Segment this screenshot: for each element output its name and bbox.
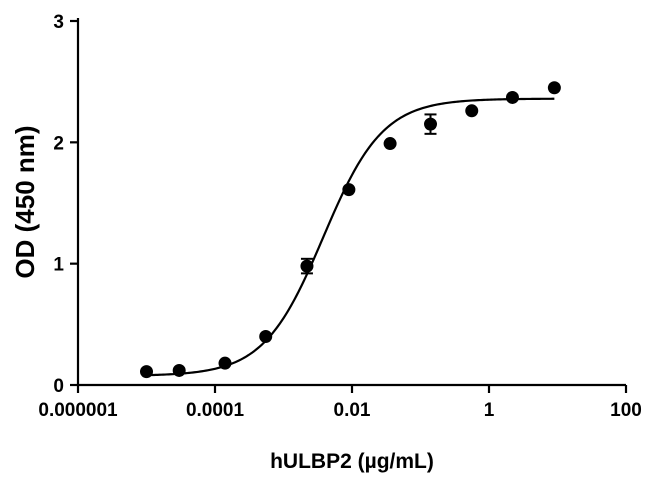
data-point xyxy=(342,183,356,197)
data-point xyxy=(383,137,397,151)
y-tick-label: 3 xyxy=(53,12,64,33)
x-axis-label: hULBP2 (µg/mL) xyxy=(270,450,434,473)
x-tick-label: 100 xyxy=(610,400,642,421)
x-tick-label: 1 xyxy=(484,400,495,421)
data-point xyxy=(140,365,153,379)
data-point xyxy=(218,356,232,370)
data-point xyxy=(172,363,186,377)
fit-curve xyxy=(146,97,555,377)
y-tick-label: 2 xyxy=(53,133,64,154)
x-tick-label: 0.0001 xyxy=(186,400,245,421)
data-point xyxy=(300,259,314,273)
axes xyxy=(76,18,626,387)
y-axis-label: OD (450 nm) xyxy=(10,125,40,278)
data-point xyxy=(259,329,273,343)
data-point xyxy=(505,90,519,104)
data-point xyxy=(424,117,438,131)
y-tick-label: 1 xyxy=(53,255,64,276)
x-tick-label: 0.000001 xyxy=(38,400,118,421)
fit-curve-group xyxy=(146,97,555,377)
data-point xyxy=(465,104,479,118)
error-bars xyxy=(300,113,437,275)
ticks: 0.000001 0.0001 0.01 1 100 0 1 2 3 xyxy=(38,12,641,421)
y-tick-label: 0 xyxy=(53,376,64,397)
data-points xyxy=(140,81,561,379)
x-tick-label: 0.01 xyxy=(334,400,371,421)
data-point xyxy=(547,81,561,95)
